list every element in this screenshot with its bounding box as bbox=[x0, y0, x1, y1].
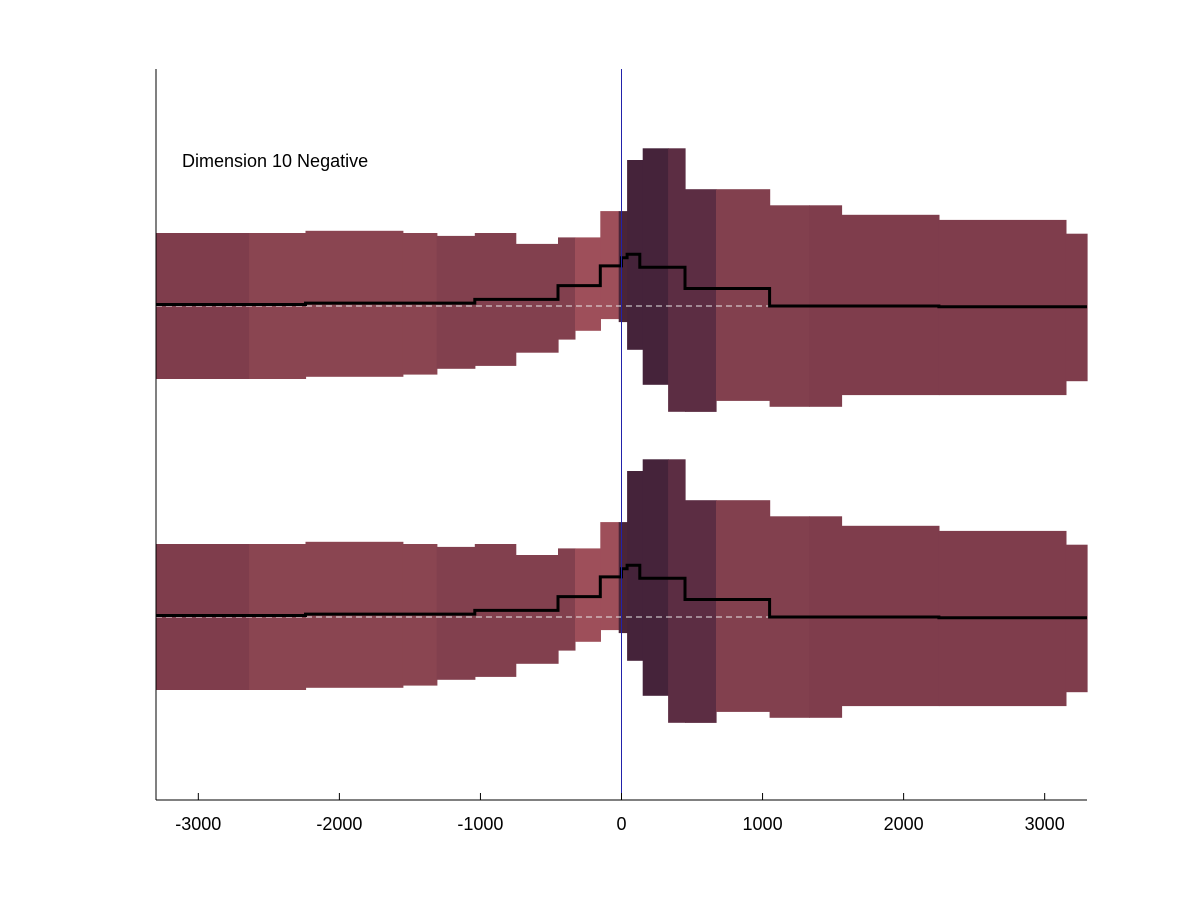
band-segment bbox=[716, 189, 771, 401]
x-tick-label: -3000 bbox=[175, 814, 221, 834]
band-segment bbox=[575, 237, 601, 331]
x-tick-label: 0 bbox=[616, 814, 626, 834]
band-segment bbox=[618, 522, 628, 634]
series-line bbox=[156, 563, 1087, 620]
band-segment bbox=[558, 237, 576, 340]
band-segment bbox=[668, 459, 686, 723]
x-tick-label: -1000 bbox=[457, 814, 503, 834]
band-segment bbox=[685, 500, 717, 723]
axes-layer: -3000 -2000 -1000 0 1000 2000 3000 bbox=[155, 69, 1087, 834]
x-tick-label: 3000 bbox=[1025, 814, 1065, 834]
x-tick-label: -2000 bbox=[316, 814, 362, 834]
series-line bbox=[156, 252, 1087, 309]
band-segment bbox=[558, 548, 576, 651]
band-segment bbox=[618, 211, 628, 323]
x-tick-label: 1000 bbox=[743, 814, 783, 834]
band-segment bbox=[716, 500, 771, 712]
x-tick-label: 2000 bbox=[884, 814, 924, 834]
band-segment bbox=[668, 148, 686, 412]
band-segment bbox=[685, 189, 717, 412]
chart-annotation: Dimension 10 Negative bbox=[182, 151, 368, 171]
lines-layer bbox=[156, 252, 1087, 620]
